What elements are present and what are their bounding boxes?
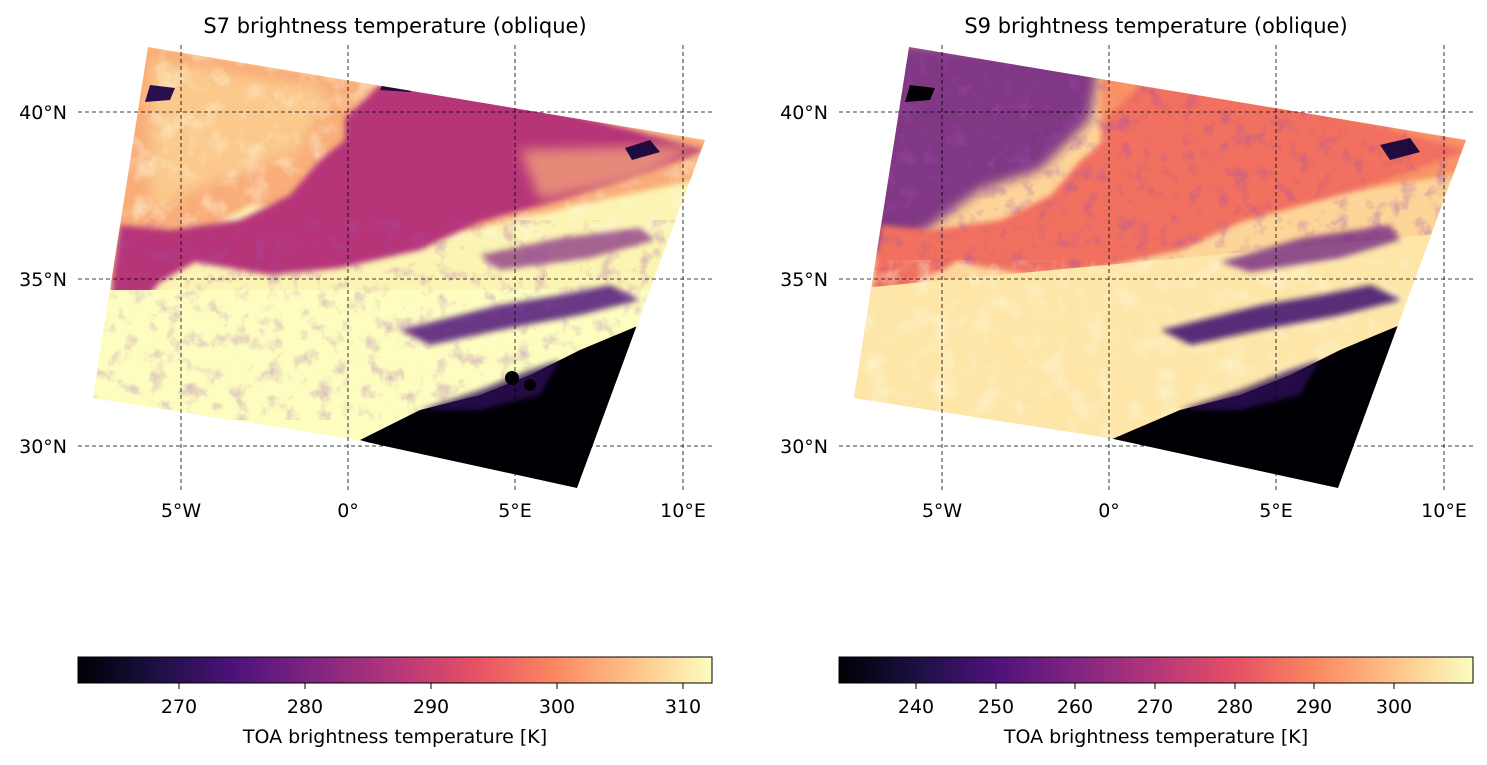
colorbar-tick-label: 300 bbox=[1376, 696, 1412, 718]
colorbar-s7: 270 280 290 300 310 TOA brightness tempe… bbox=[77, 656, 713, 748]
colorbar-ticks bbox=[915, 683, 1395, 689]
lon-label: 5°W bbox=[922, 500, 963, 522]
lat-label: 35°N bbox=[780, 269, 828, 291]
colorbar-tick-label: 270 bbox=[161, 696, 197, 718]
colorbar-s9: 240 250 260 270 280 290 300 TOA brightne… bbox=[838, 656, 1474, 748]
lon-label: 0° bbox=[1098, 500, 1120, 522]
colorbar-label: TOA brightness temperature [K] bbox=[242, 726, 547, 748]
lat-label: 40°N bbox=[780, 102, 828, 124]
lat-label: 30°N bbox=[780, 436, 828, 458]
colorbar-tick-label: 260 bbox=[1057, 696, 1093, 718]
lon-label: 5°W bbox=[161, 500, 202, 522]
lat-labels: 40°N 35°N 30°N bbox=[19, 102, 67, 458]
lon-label: 0° bbox=[337, 500, 359, 522]
lat-label: 35°N bbox=[19, 269, 67, 291]
lon-label: 10°E bbox=[1421, 500, 1467, 522]
lon-label: 10°E bbox=[660, 500, 706, 522]
lon-labels: 5°W 0° 5°E 10°E bbox=[922, 500, 1467, 522]
lon-labels: 5°W 0° 5°E 10°E bbox=[161, 500, 706, 522]
colorbar-label: TOA brightness temperature [K] bbox=[1003, 726, 1308, 748]
colorbar-bar bbox=[77, 656, 713, 684]
colorbar-tick-label: 280 bbox=[1217, 696, 1253, 718]
panel-title: S7 brightness temperature (oblique) bbox=[203, 14, 586, 38]
panel-s9: S9 brightness temperature (oblique) bbox=[780, 14, 1474, 748]
colorbar-tick-label: 280 bbox=[287, 696, 323, 718]
lat-label: 30°N bbox=[19, 436, 67, 458]
panel-title: S9 brightness temperature (oblique) bbox=[964, 14, 1347, 38]
colorbar-tick-label: 240 bbox=[898, 696, 934, 718]
colorbar-tick-label: 300 bbox=[539, 696, 575, 718]
panel-s7: S7 brightness temperature (oblique) bbox=[19, 14, 713, 748]
lat-labels: 40°N 35°N 30°N bbox=[780, 102, 828, 458]
colorbar-bar bbox=[838, 656, 1474, 684]
graticule bbox=[839, 45, 1473, 490]
graticule bbox=[78, 45, 712, 490]
lon-label: 5°E bbox=[498, 500, 532, 522]
brightness-image bbox=[854, 47, 1466, 488]
lon-label: 5°E bbox=[1259, 500, 1293, 522]
colorbar-tick-label: 270 bbox=[1137, 696, 1173, 718]
brightness-image bbox=[93, 47, 705, 488]
colorbar-tick-label: 290 bbox=[413, 696, 449, 718]
colorbar-tick-label: 290 bbox=[1296, 696, 1332, 718]
colorbar-tick-label: 250 bbox=[978, 696, 1014, 718]
colorbar-tick-label: 310 bbox=[665, 696, 701, 718]
lat-label: 40°N bbox=[19, 102, 67, 124]
colorbar-ticks bbox=[178, 683, 684, 689]
